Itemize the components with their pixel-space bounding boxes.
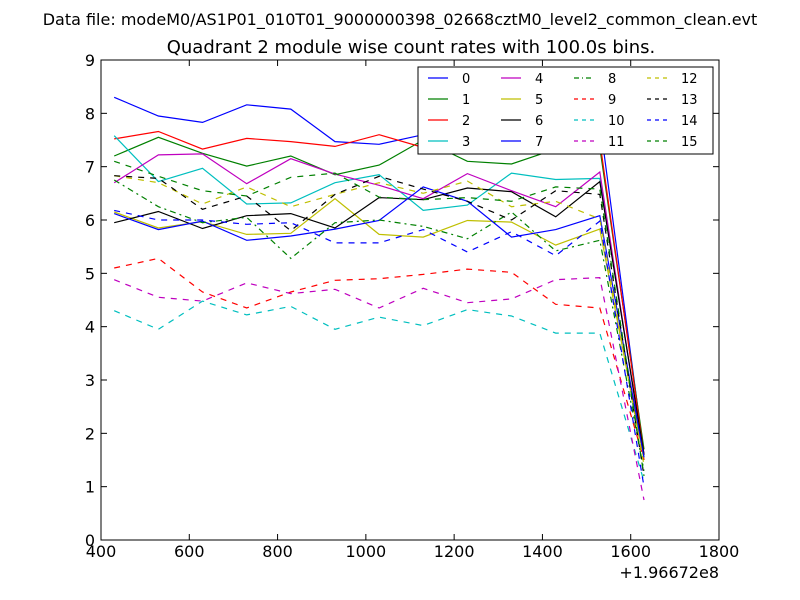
chart-title: Quadrant 2 module wise count rates with …: [167, 37, 656, 58]
y-tick-label: 2: [85, 424, 95, 443]
y-tick-label: 5: [85, 264, 95, 283]
legend-label-5: 5: [535, 93, 543, 108]
legend-label-9: 9: [608, 93, 616, 108]
x-tick-label: 600: [174, 542, 205, 561]
y-tick-label: 6: [85, 211, 95, 230]
series-line-13: [114, 175, 645, 477]
legend-label-15: 15: [681, 135, 698, 150]
y-tick-label: 3: [85, 371, 95, 390]
y-tick-label: 9: [85, 51, 95, 70]
legend-label-13: 13: [681, 93, 698, 108]
legend-label-2: 2: [462, 114, 470, 129]
legend-label-6: 6: [535, 114, 543, 129]
legend-box: [417, 66, 714, 155]
y-tick-label: 0: [85, 531, 95, 550]
series-layer: [113, 96, 645, 501]
legend-label-3: 3: [462, 135, 470, 150]
x-offset-label: +1.96672e8: [619, 563, 719, 582]
series-line-8: [113, 179, 645, 471]
series-line-12: [114, 175, 645, 466]
legend-label-0: 0: [462, 72, 470, 87]
y-tick-label: 1: [85, 478, 95, 497]
legend-label-1: 1: [462, 93, 470, 108]
x-tick-label: 1000: [345, 542, 386, 561]
series-line-10: [113, 300, 645, 482]
x-tick-label: 1200: [434, 542, 475, 561]
series-line-11: [113, 276, 645, 501]
x-tick-label: 800: [262, 542, 293, 561]
x-tick-label: 1600: [610, 542, 651, 561]
y-tick-label: 4: [85, 318, 95, 337]
legend-label-12: 12: [681, 72, 698, 87]
legend-label-14: 14: [681, 114, 698, 129]
series-line-3: [113, 135, 645, 458]
data-file-suptitle: Data file: modeM0/AS1P01_010T01_90000003…: [43, 10, 758, 30]
legend-label-4: 4: [535, 72, 543, 87]
series-line-15: [114, 160, 645, 477]
legend-label-8: 8: [608, 72, 616, 87]
series-line-14: [114, 209, 645, 487]
x-tick-label: 1800: [699, 542, 740, 561]
series-line-4: [113, 153, 645, 461]
y-tick-label: 8: [85, 104, 95, 123]
axes-frame: [100, 59, 720, 541]
legend-label-11: 11: [608, 135, 625, 150]
y-tick-label: 7: [85, 158, 95, 177]
legend-label-10: 10: [608, 114, 625, 129]
legend-label-7: 7: [535, 135, 543, 150]
x-tick-label: 1400: [522, 542, 563, 561]
series-line-9: [114, 257, 645, 461]
x-tick-label: 400: [86, 542, 117, 561]
